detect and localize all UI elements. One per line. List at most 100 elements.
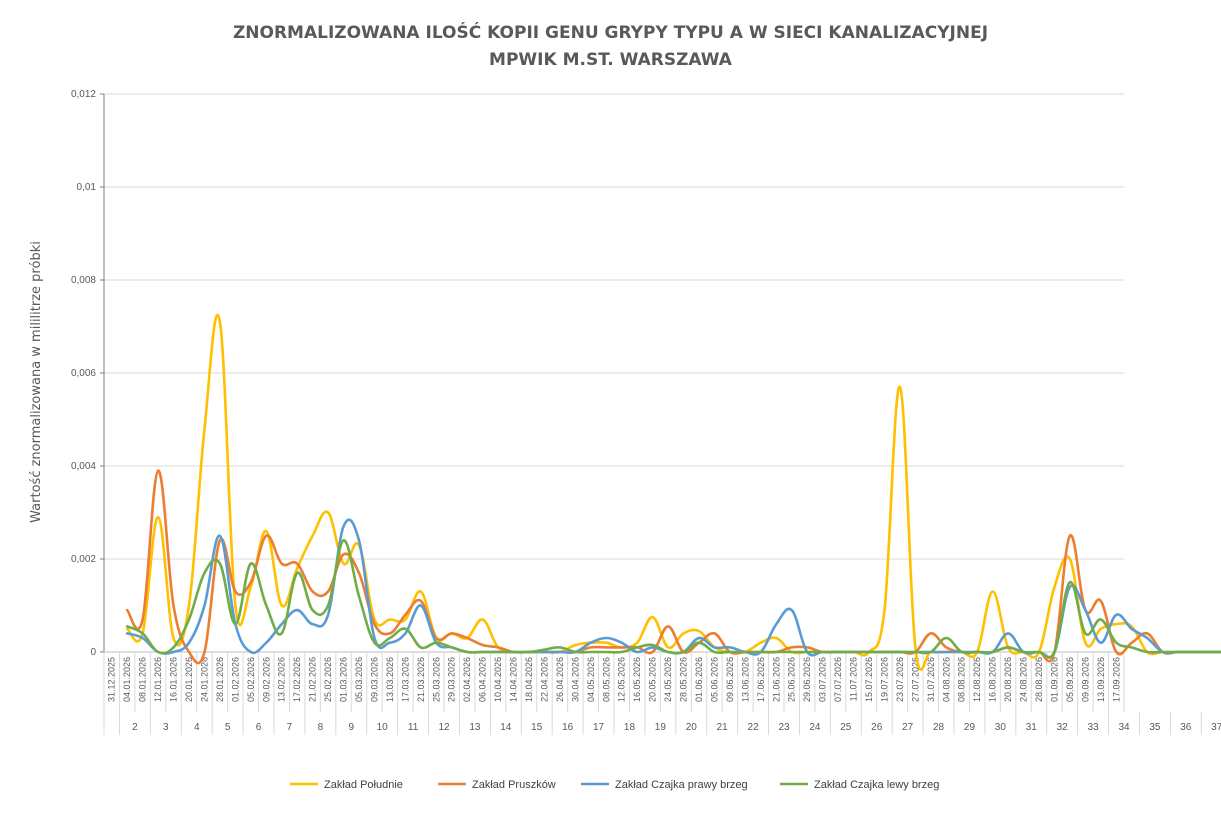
x-tick-label: 08.08.2026: [957, 657, 967, 702]
x-tick-label: 20.05.2026: [648, 657, 658, 702]
week-label: 16: [562, 722, 574, 733]
x-tick-label: 04.01.2026: [122, 657, 132, 702]
x-tick-label: 14.04.2026: [509, 657, 519, 702]
y-axis-label: Wartość znormalizowana w mililitrze prób…: [29, 241, 44, 523]
legend-label: Zakład Czajka lewy brzeg: [814, 779, 939, 791]
x-tick-label: 28.01.2026: [215, 657, 225, 702]
x-tick-label: 08.01.2026: [138, 657, 148, 702]
x-tick-label: 01.09.2026: [1049, 657, 1059, 702]
x-tick-label: 05.03.2026: [354, 657, 364, 702]
x-tick-label: 09.06.2026: [725, 657, 735, 702]
series-line-2: [125, 469, 1221, 665]
week-label: 31: [1026, 722, 1038, 733]
series-line-3: [125, 518, 1221, 659]
week-label: 19: [655, 722, 667, 733]
week-label: 26: [871, 722, 883, 733]
chart-title-line-1: ZNORMALIZOWANA ILOŚĆ KOPII GENU GRYPY TY…: [232, 23, 989, 43]
y-tick-label: 0,002: [71, 554, 96, 565]
x-tick-label: 27.07.2026: [910, 657, 920, 702]
x-axis: 31.12.2025 04.01.2026 08.01.2026 12.01.2026…: [103, 651, 1221, 735]
x-tick-label: 23.07.2026: [895, 657, 905, 702]
x-tick-label: 17.03.2026: [400, 657, 410, 702]
x-tick-label: 18.04.2026: [524, 657, 534, 702]
week-label: 27: [902, 722, 914, 733]
x-tick-label: 31.07.2026: [926, 657, 936, 702]
x-tick-label: 28.05.2026: [679, 657, 689, 702]
week-label: 8: [318, 722, 324, 733]
x-tick-label: 30.04.2026: [570, 657, 580, 702]
x-tick-label: 03.07.2026: [818, 657, 828, 702]
week-label: 29: [964, 722, 976, 733]
gridlines: [104, 93, 1124, 653]
x-tick-label: 25.06.2026: [787, 657, 797, 702]
legend: Zakład Południe Zakład Pruszków Zakład Cza…: [290, 779, 939, 791]
x-tick-label: 16.08.2026: [988, 657, 998, 702]
y-tick-label: 0,012: [71, 89, 96, 100]
x-tick-label: 17.06.2026: [756, 657, 766, 702]
x-tick-label: 16.01.2026: [169, 657, 179, 702]
x-tick-label: 17.09.2026: [1111, 657, 1121, 702]
x-tick-label: 13.09.2026: [1096, 657, 1106, 702]
chart-title: ZNORMALIZOWANA ILOŚĆ KOPII GENU GRYPY TY…: [0, 20, 1221, 74]
x-tick-label: 20.01.2026: [184, 657, 194, 702]
x-tick-label: 06.04.2026: [478, 657, 488, 702]
x-tick-label: 05.09.2026: [1065, 657, 1075, 702]
week-label: 25: [840, 722, 852, 733]
x-tick-label: 04.05.2026: [586, 657, 596, 702]
x-tick-label: 12.08.2026: [972, 657, 982, 702]
week-label: 23: [778, 722, 790, 733]
week-label: 22: [748, 722, 760, 733]
week-label: 30: [995, 722, 1007, 733]
week-label: 35: [1149, 722, 1161, 733]
x-tick-label: 28.08.2026: [1034, 657, 1044, 702]
x-tick-label: 12.01.2026: [153, 657, 163, 702]
x-tick-label: 24.01.2026: [199, 657, 209, 702]
x-tick-label: 13.03.2026: [385, 657, 395, 702]
week-label: 18: [624, 722, 636, 733]
week-label: 28: [933, 722, 945, 733]
y-tick-label: 0,01: [77, 182, 97, 193]
week-label: 10: [377, 722, 389, 733]
x-tick-label: 16.05.2026: [632, 657, 642, 702]
x-tick-label: 05.02.2026: [246, 657, 256, 702]
x-tick-label: 01.06.2026: [694, 657, 704, 702]
x-tick-label: 09.09.2026: [1080, 657, 1090, 702]
y-tick-label: 0: [90, 647, 96, 658]
y-tick-label: 0,006: [71, 368, 96, 379]
week-label: 2: [132, 722, 138, 733]
x-tick-label: 25.02.2026: [323, 657, 333, 702]
x-tick-label: 09.02.2026: [261, 657, 271, 702]
x-tick-label: 12.05.2026: [617, 657, 627, 702]
x-tick-label: 25.03.2026: [431, 657, 441, 702]
x-tick-label: 01.02.2026: [230, 657, 240, 702]
x-tick-label: 08.05.2026: [601, 657, 611, 702]
x-tick-label: 10.04.2026: [493, 657, 503, 702]
week-label: 24: [809, 722, 821, 733]
x-tick-label: 21.06.2026: [771, 657, 781, 702]
week-label: 9: [348, 722, 354, 733]
x-tick-label: 05.06.2026: [709, 657, 719, 702]
week-label: 34: [1118, 722, 1130, 733]
week-label: 14: [500, 722, 512, 733]
week-label: 17: [593, 722, 605, 733]
x-tick-label: 31.12.2025: [107, 657, 117, 702]
x-tick-label: 11.07.2026: [849, 657, 859, 701]
x-tick-label: 04.08.2026: [941, 657, 951, 702]
week-label: 11: [408, 722, 419, 733]
chart-title-line-2: MPWIK M.ST. WARSZAWA: [489, 50, 732, 70]
x-tick-label: 07.07.2026: [833, 657, 843, 702]
week-label: 21: [717, 722, 729, 733]
week-label: 3: [163, 722, 169, 733]
x-tick-label: 22.04.2026: [539, 657, 549, 702]
y-axis: 0 0,002 0,004 0,006 0,008 0,01 0,012: [71, 89, 105, 658]
series-line-4: [125, 539, 1221, 659]
week-label: 13: [469, 722, 481, 733]
legend-label: Zakład Czajka prawy brzeg: [615, 779, 748, 791]
week-label: 7: [287, 722, 293, 733]
x-tick-label: 13.06.2026: [740, 657, 750, 702]
x-tick-label: 29.03.2026: [447, 657, 457, 702]
y-tick-label: 0,004: [71, 461, 96, 472]
legend-label: Zakład Południe: [324, 779, 403, 791]
series-lines: [125, 313, 1221, 671]
